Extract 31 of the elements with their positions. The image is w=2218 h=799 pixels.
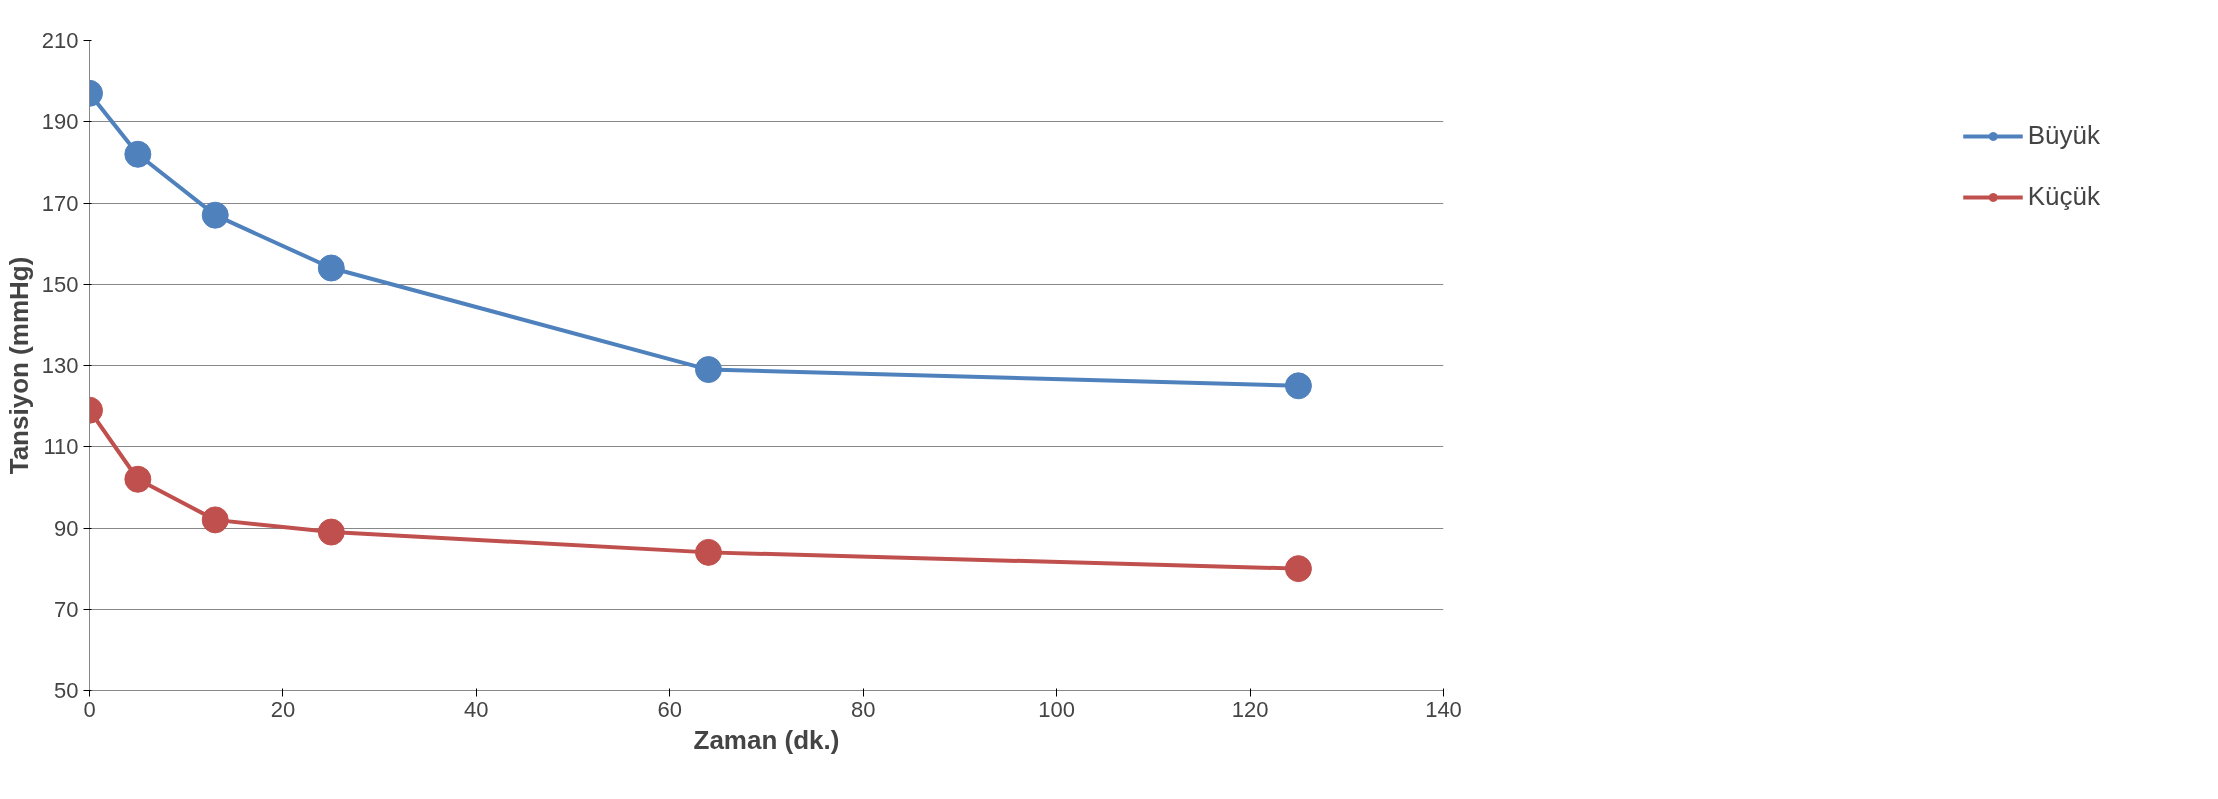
point	[124, 465, 152, 493]
y-tick-label: 150	[41, 271, 79, 297]
y-tick-label: 110	[43, 434, 79, 460]
x-tick-label: 20	[270, 696, 296, 722]
point	[694, 356, 722, 384]
point	[1284, 555, 1312, 583]
x-tick-label: 80	[850, 696, 876, 722]
x-tick-label: 100	[1038, 696, 1076, 722]
y-tick-label: 70	[54, 596, 79, 622]
x-tick-label: 60	[657, 696, 683, 722]
point	[1284, 372, 1312, 400]
point	[317, 254, 345, 282]
y-tick-label: 190	[41, 109, 79, 135]
x-tick-label: 120	[1231, 696, 1269, 722]
y-tick-label: 130	[41, 353, 79, 378]
y-tick-label: 90	[54, 515, 79, 541]
point	[317, 518, 345, 546]
point	[201, 201, 229, 229]
y-tick-label: 50	[54, 678, 79, 703]
point	[201, 506, 229, 534]
y-tick-label: 170	[41, 190, 79, 216]
legend-label: Büyük	[2027, 120, 2100, 151]
point	[124, 140, 152, 168]
point	[694, 538, 722, 566]
x-axis-title: Zaman (dk.)	[693, 724, 840, 755]
y-axis-title: Tansiyon (mmHg)	[3, 256, 34, 475]
x-tick-label: 0	[83, 696, 96, 722]
x-tick-label: 40	[464, 696, 489, 722]
y-tick-label: 210	[41, 28, 79, 53]
legend-label: Küçük	[2027, 181, 2100, 212]
x-tick-label: 140	[1425, 696, 1462, 722]
